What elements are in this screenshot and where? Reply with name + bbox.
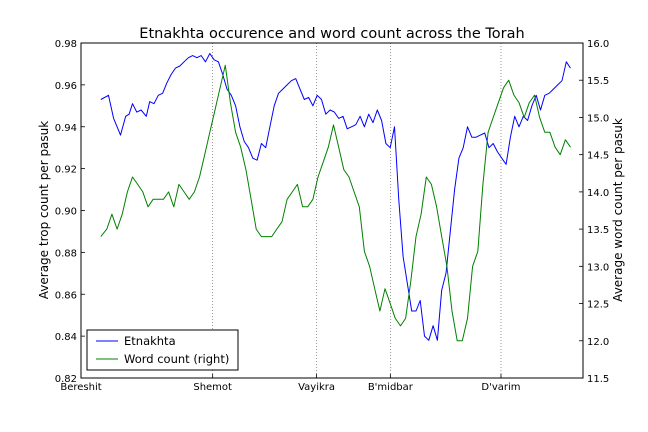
y-left-tick-label: 0.94 bbox=[55, 123, 77, 134]
y-right-tick-label: 16.0 bbox=[587, 39, 609, 50]
y-left-tick-label: 0.88 bbox=[55, 248, 77, 259]
y-left-tick-label: 0.86 bbox=[55, 290, 77, 301]
legend-label-etnakhta: Etnakhta bbox=[124, 334, 176, 348]
y-right-tick-label: 12.0 bbox=[587, 337, 609, 348]
y-right-tick-label: 15.5 bbox=[587, 76, 609, 87]
y-right-tick-label: 13.0 bbox=[587, 262, 609, 273]
y-left-tick-label: 0.82 bbox=[55, 374, 77, 385]
x-tick-label: B'midbar bbox=[368, 382, 414, 393]
y-axis-right-label: Average word count per pasuk bbox=[611, 118, 625, 302]
plot-frame bbox=[80, 42, 584, 379]
y-right-tick-label: 14.5 bbox=[587, 151, 609, 162]
y-left-tick-label: 0.96 bbox=[55, 81, 77, 92]
x-tick-label: Shemot bbox=[193, 382, 232, 393]
y-axis-left-label: Average trop count per pasuk bbox=[37, 121, 51, 299]
chart-title: Etnakhta occurence and word count across… bbox=[139, 26, 524, 42]
legend: Etnakhta Word count (right) bbox=[86, 329, 239, 371]
y-left-tick-label: 0.98 bbox=[55, 39, 77, 50]
x-tick-label: D'varim bbox=[481, 382, 520, 393]
y-left-tick-label: 0.90 bbox=[55, 207, 77, 218]
y-left-tick-label: 0.92 bbox=[55, 165, 77, 176]
y-right-tick-label: 11.5 bbox=[587, 374, 609, 385]
x-tick-label: Vayikra bbox=[298, 382, 335, 393]
y-right-tick-label: 13.5 bbox=[587, 225, 609, 236]
legend-box bbox=[86, 329, 239, 371]
series-line-word-count bbox=[100, 64, 571, 342]
y-right-tick-label: 12.5 bbox=[587, 300, 609, 311]
y-right-tick-label: 15.0 bbox=[587, 113, 609, 124]
x-tick-label: Bereshit bbox=[60, 382, 101, 393]
y-left-tick-label: 0.84 bbox=[55, 332, 77, 343]
y-right-tick-label: 14.0 bbox=[587, 188, 609, 199]
legend-label-word-count: Word count (right) bbox=[124, 352, 229, 366]
series-line-etnakhta bbox=[100, 53, 571, 341]
plot-area: 0.82 0.84 0.86 0.88 0.90 0.92 0.94 0.96 0.98 11.5… bbox=[55, 39, 610, 393]
